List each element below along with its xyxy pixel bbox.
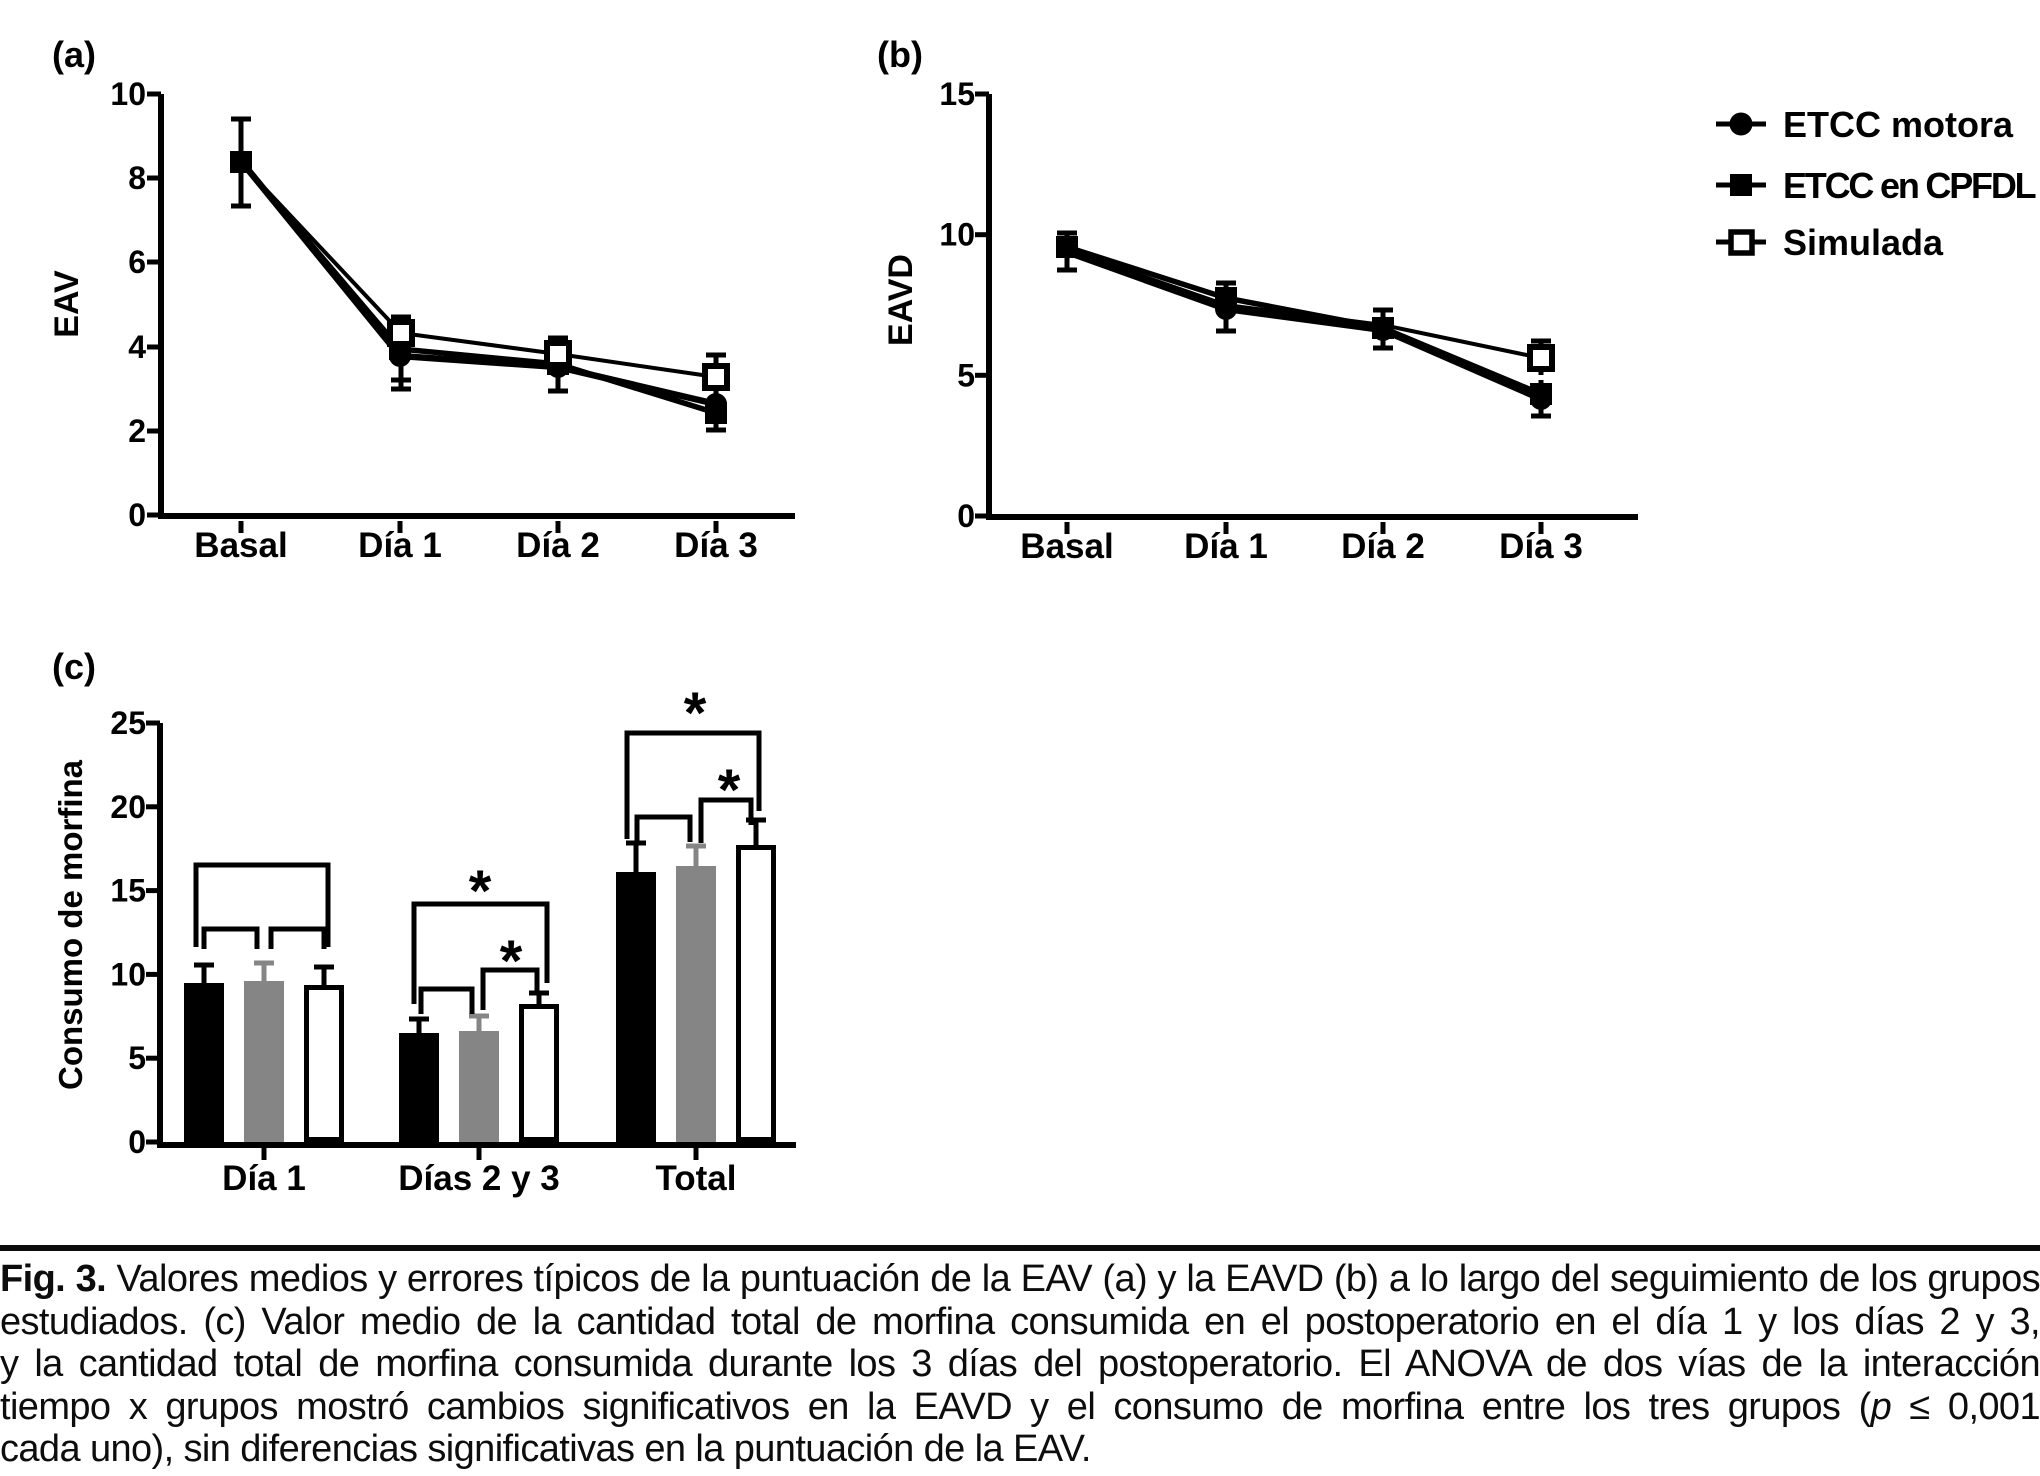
svg-text:15: 15	[110, 873, 146, 909]
svg-text:Simulada: Simulada	[1783, 222, 1944, 263]
svg-text:Día 1: Día 1	[222, 1159, 306, 1198]
svg-text:EAVD: EAVD	[882, 254, 920, 346]
svg-text:Día 3: Día 3	[1499, 527, 1583, 566]
svg-text:Días 2 y 3: Días 2 y 3	[398, 1159, 560, 1198]
svg-text:4: 4	[128, 329, 146, 365]
svg-text:Día 3: Día 3	[674, 526, 758, 565]
svg-text:15: 15	[939, 76, 975, 112]
svg-text:(c): (c)	[52, 646, 96, 687]
svg-text:8: 8	[128, 160, 146, 196]
svg-text:Total: Total	[655, 1159, 736, 1198]
svg-text:*: *	[500, 929, 523, 994]
svg-text:Basal: Basal	[194, 526, 287, 565]
svg-text:Consumo de morfina: Consumo de morfina	[52, 759, 89, 1090]
svg-text:(a): (a)	[52, 34, 96, 75]
svg-text:10: 10	[939, 217, 975, 253]
svg-text:*: *	[684, 681, 707, 746]
svg-text:0: 0	[128, 1124, 146, 1160]
svg-text:0: 0	[128, 497, 146, 533]
svg-text:Día 1: Día 1	[1184, 527, 1268, 566]
svg-text:Día 2: Día 2	[1341, 527, 1425, 566]
svg-text:ETCC en CPFDL: ETCC en CPFDL	[1783, 165, 2036, 206]
svg-text:Día 1: Día 1	[358, 526, 442, 565]
svg-text:6: 6	[128, 244, 146, 280]
svg-text:5: 5	[128, 1040, 146, 1076]
svg-text:25: 25	[110, 705, 146, 741]
svg-text:Día 2: Día 2	[516, 526, 600, 565]
svg-text:EAV: EAV	[48, 270, 86, 338]
svg-text:0: 0	[957, 498, 975, 534]
svg-text:10: 10	[110, 76, 146, 112]
svg-text:(b): (b)	[877, 34, 923, 75]
svg-text:5: 5	[957, 357, 975, 393]
svg-text:20: 20	[110, 789, 146, 825]
svg-text:10: 10	[110, 956, 146, 992]
svg-text:*: *	[469, 859, 492, 924]
svg-text:*: *	[718, 758, 741, 823]
svg-text:Basal: Basal	[1020, 527, 1113, 566]
svg-text:2: 2	[128, 413, 146, 449]
svg-text:ETCC motora: ETCC motora	[1783, 104, 2014, 145]
